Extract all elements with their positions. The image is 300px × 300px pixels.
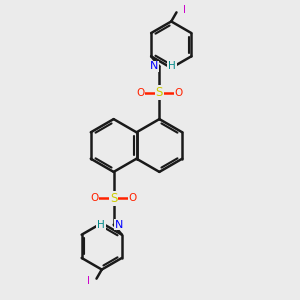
Text: O: O	[136, 88, 145, 98]
Text: O: O	[128, 193, 137, 203]
Text: O: O	[91, 193, 99, 203]
Text: N: N	[115, 220, 123, 230]
Text: N: N	[150, 61, 158, 71]
Text: O: O	[174, 88, 182, 98]
Text: S: S	[110, 192, 117, 205]
Text: S: S	[156, 86, 163, 99]
Text: I: I	[183, 5, 186, 15]
Text: I: I	[87, 276, 90, 286]
Text: H: H	[97, 220, 105, 230]
Text: H: H	[168, 61, 176, 71]
